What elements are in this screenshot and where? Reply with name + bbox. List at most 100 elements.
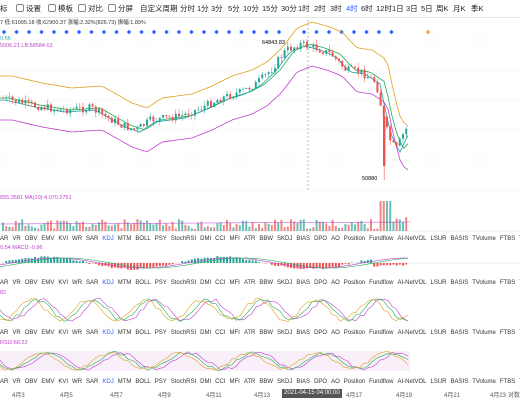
indicator-tab-cci[interactable]: CCI	[215, 236, 226, 242]
indicator-tab-dpo[interactable]: DPO	[314, 330, 328, 336]
indicator-tab-wr[interactable]: WR	[72, 379, 83, 385]
indicator-tab-position[interactable]: Position	[343, 330, 366, 336]
indicator-tab-emv[interactable]: EMV	[41, 280, 55, 286]
period-4[interactable]: 10分	[243, 4, 259, 13]
indicator-tab-wr[interactable]: WR	[72, 330, 83, 336]
indicator-tab-emv[interactable]: EMV	[41, 236, 55, 242]
indicator-tab-mtm[interactable]: MTM	[117, 236, 132, 242]
indicator-tab-fundflow[interactable]: Fundflow	[369, 330, 394, 336]
indicator-tab-mfi[interactable]: MFI	[229, 236, 240, 242]
indicator-tab-emv[interactable]: EMV	[41, 330, 55, 336]
rsi-pane[interactable]	[0, 343, 520, 379]
indicator-tab-basis[interactable]: BASIS	[450, 236, 469, 242]
indicator-tab-skdj[interactable]: SKDJ	[277, 379, 293, 385]
indicator-tab-bbw[interactable]: BBW	[259, 379, 274, 385]
period-3[interactable]: 5分	[228, 4, 240, 13]
indicator-tab-boll[interactable]: BOLL	[135, 280, 151, 286]
indicator-tab-ar[interactable]: AR	[0, 330, 9, 336]
indicator-tab-position[interactable]: Position	[343, 236, 366, 242]
indicator-tab-skdj[interactable]: SKDJ	[277, 280, 293, 286]
indicator-tab-dmi[interactable]: DMI	[200, 379, 212, 385]
tb-marker[interactable]: 标	[0, 4, 8, 13]
period-13[interactable]: 1日	[392, 4, 404, 13]
indicator-tab-kdj[interactable]: KDJ	[102, 280, 114, 286]
indicator-tab-ai-netvol[interactable]: AI-NetVOL	[397, 280, 427, 286]
indicator-tab-bias[interactable]: BIAS	[296, 236, 311, 242]
period-14[interactable]: 3日	[406, 4, 418, 13]
indicator-tab-dpo[interactable]: DPO	[314, 280, 328, 286]
indicator-tab-dpo[interactable]: DPO	[314, 236, 328, 242]
log-scale-toggle[interactable]: 对数	[508, 393, 520, 399]
indicator-tab-mfi[interactable]: MFI	[229, 280, 240, 286]
indicator-tab-ar[interactable]: AR	[0, 280, 9, 286]
tb-settings[interactable]: 设置	[16, 3, 41, 15]
period-2[interactable]: 3分	[211, 4, 223, 13]
indicator-tab-psy[interactable]: PSY	[154, 236, 167, 242]
indicator-tab-dmi[interactable]: DMI	[200, 330, 212, 336]
indicator-tab-sar[interactable]: SAR	[86, 379, 99, 385]
indicator-tab-stochrsi[interactable]: StochRSI	[170, 236, 197, 242]
indicator-tab-cci[interactable]: CCI	[215, 379, 226, 385]
indicator-tab-tvolume[interactable]: TVolume	[472, 330, 496, 336]
indicator-tab-fundflow[interactable]: Fundflow	[369, 236, 394, 242]
period-6[interactable]: 30分	[281, 4, 297, 13]
indicator-tab-vr[interactable]: VR	[12, 280, 21, 286]
indicator-tab-dmi[interactable]: DMI	[200, 280, 212, 286]
indicator-tab-dpo[interactable]: DPO	[314, 379, 328, 385]
indicator-tab-lsur[interactable]: LSUR	[430, 236, 447, 242]
indicator-tab-position[interactable]: Position	[343, 379, 366, 385]
indicator-tab-dmi[interactable]: DMI	[200, 236, 212, 242]
tb-split[interactable]: 分屏	[108, 3, 133, 15]
volume-pane[interactable]	[0, 196, 520, 232]
indicator-tab-obv[interactable]: OBV	[24, 236, 38, 242]
indicator-tab-atr[interactable]: ATR	[243, 280, 256, 286]
indicator-tab-ar[interactable]: AR	[0, 379, 9, 385]
indicator-tab-atr[interactable]: ATR	[243, 236, 256, 242]
period-18[interactable]: 季K	[471, 4, 484, 13]
indicator-tab-ai-netvol[interactable]: AI-NetVOL	[397, 236, 427, 242]
period-7[interactable]: 1时	[298, 4, 310, 13]
indicator-tab-lsur[interactable]: LSUR	[430, 379, 447, 385]
indicator-tab-mtm[interactable]: MTM	[117, 330, 132, 336]
indicator-tab-basis[interactable]: BASIS	[450, 280, 469, 286]
indicator-tab-kvi[interactable]: KVI	[58, 280, 69, 286]
indicator-tab-kvi[interactable]: KVI	[58, 330, 69, 336]
indicator-tab-boll[interactable]: BOLL	[135, 330, 151, 336]
indicator-tab-atr[interactable]: ATR	[243, 330, 256, 336]
indicator-tab-wr[interactable]: WR	[72, 280, 83, 286]
indicator-tab-mtm[interactable]: MTM	[117, 280, 132, 286]
period-1[interactable]: 1分	[197, 4, 209, 13]
indicator-tab-ai-netvol[interactable]: AI-NetVOL	[397, 379, 427, 385]
indicator-tab-bias[interactable]: BIAS	[296, 280, 311, 286]
indicator-tab-basis[interactable]: BASIS	[450, 330, 469, 336]
indicator-tab-ftbs[interactable]: FTBS	[499, 379, 516, 385]
indicator-tab-tvolume[interactable]: TVolume	[472, 280, 496, 286]
indicator-tab-stochrsi[interactable]: StochRSI	[170, 330, 197, 336]
kdj-pane[interactable]	[0, 292, 520, 328]
indicator-tab-mfi[interactable]: MFI	[229, 330, 240, 336]
indicator-tab-bias[interactable]: BIAS	[296, 330, 311, 336]
period-0[interactable]: 分时	[180, 4, 195, 13]
indicator-tab-bbw[interactable]: BBW	[259, 280, 274, 286]
indicator-tab-kvi[interactable]: KVI	[58, 379, 69, 385]
indicator-tab-psy[interactable]: PSY	[154, 330, 167, 336]
indicator-tab-lsur[interactable]: LSUR	[430, 280, 447, 286]
tb-compare[interactable]: 对比	[78, 3, 103, 15]
period-8[interactable]: 2时	[314, 4, 326, 13]
indicator-tab-fundflow[interactable]: Fundflow	[369, 379, 394, 385]
indicator-tab-obv[interactable]: OBV	[24, 379, 38, 385]
indicator-tab-tvolume[interactable]: TVolume	[472, 379, 496, 385]
indicator-tab-ftbs[interactable]: FTBS	[499, 236, 516, 242]
period-17[interactable]: 月K	[453, 4, 466, 13]
tb-template[interactable]: 模板	[48, 3, 73, 15]
indicator-tab-ai-netvol[interactable]: AI-NetVOL	[397, 330, 427, 336]
indicator-tab-sar[interactable]: SAR	[86, 280, 99, 286]
indicator-tab-bbw[interactable]: BBW	[259, 236, 274, 242]
indicator-tab-psy[interactable]: PSY	[154, 379, 167, 385]
indicator-tab-wr[interactable]: WR	[72, 236, 83, 242]
indicator-tab-skdj[interactable]: SKDJ	[277, 236, 293, 242]
tb-custom-period[interactable]: 自定义周期	[140, 4, 178, 13]
indicator-tab-bias[interactable]: BIAS	[296, 379, 311, 385]
indicator-tab-mtm[interactable]: MTM	[117, 379, 132, 385]
period-16[interactable]: 周K	[436, 4, 449, 13]
